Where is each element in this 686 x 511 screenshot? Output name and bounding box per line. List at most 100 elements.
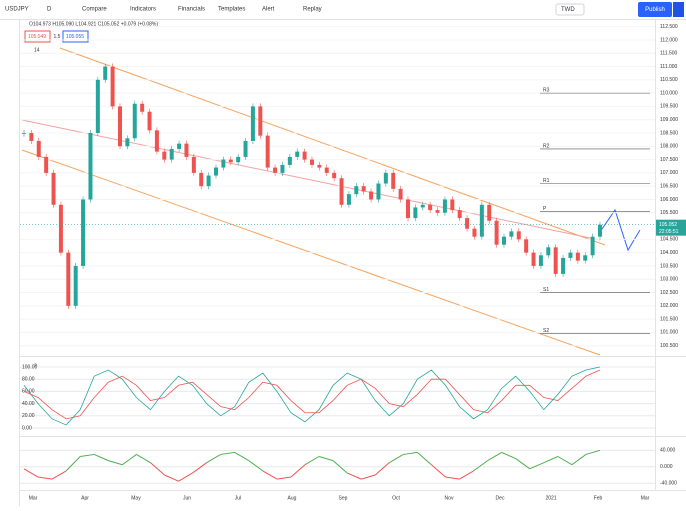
momentum-segment xyxy=(346,472,362,480)
bid: 105.049 xyxy=(28,34,46,40)
symbol[interactable]: USDJPY xyxy=(5,7,29,13)
candle xyxy=(221,159,226,168)
candle xyxy=(524,239,529,253)
y-tick-label: 40.000 xyxy=(660,448,676,454)
momentum-segment xyxy=(445,476,460,480)
d-line xyxy=(23,369,601,420)
candle xyxy=(58,204,63,253)
pivot-label: P xyxy=(543,206,547,212)
candle xyxy=(575,252,580,261)
pivot-label: S2 xyxy=(543,328,549,334)
y-tick-label: 106.000 xyxy=(660,197,678,203)
candle xyxy=(361,186,366,192)
x-tick-label: Feb xyxy=(594,495,603,501)
momentum-segment xyxy=(122,454,137,466)
account-box[interactable] xyxy=(555,3,585,16)
candle xyxy=(154,130,159,152)
momentum-segment xyxy=(374,462,390,476)
candle xyxy=(568,252,573,258)
momentum-segment xyxy=(304,456,320,466)
candle xyxy=(457,210,462,219)
ask-box[interactable] xyxy=(62,30,89,43)
candle xyxy=(383,172,388,184)
toolbar-button[interactable]: Alert xyxy=(262,7,275,13)
candle xyxy=(317,164,322,168)
momentum-segment xyxy=(571,454,587,466)
candle xyxy=(590,236,595,256)
publish-arrow[interactable] xyxy=(673,2,684,17)
candle xyxy=(531,252,536,266)
candle xyxy=(214,167,218,176)
ask: 105.055 xyxy=(66,34,84,40)
y-tick-label: 80.00 xyxy=(22,377,35,383)
y-tick-label: 60.00 xyxy=(22,389,35,395)
momentum-segment xyxy=(487,451,502,462)
candle xyxy=(332,172,337,179)
y-tick-label: 20.00 xyxy=(22,413,35,419)
x-tick-label: Jul xyxy=(235,495,241,501)
candle xyxy=(125,138,130,147)
y-tick-label: 109.000 xyxy=(660,117,678,123)
y-tick-label: 107.000 xyxy=(660,170,678,176)
momentum-segment xyxy=(557,456,573,466)
candle xyxy=(199,172,204,187)
toolbar-button[interactable]: Indicators xyxy=(130,7,156,13)
study-label: 14 xyxy=(34,47,40,53)
candle xyxy=(265,135,270,168)
toolbar-button[interactable]: Templates xyxy=(218,7,245,13)
y-tick-label: 110.500 xyxy=(660,77,678,83)
candle xyxy=(295,151,300,157)
account[interactable]: TWD xyxy=(561,7,575,13)
bid-box[interactable] xyxy=(24,30,51,43)
candle xyxy=(420,204,425,208)
x-tick-label: Mar xyxy=(29,495,38,501)
candle xyxy=(450,199,455,211)
x-tick-label: Mar xyxy=(641,495,650,501)
candle xyxy=(310,159,314,165)
y-tick-label: 40.00 xyxy=(22,401,35,407)
candle xyxy=(118,106,122,147)
x-tick-label: Aug xyxy=(288,495,297,501)
toolbar-button[interactable]: Replay xyxy=(303,7,322,13)
y-tick-label: 0.00 xyxy=(22,425,32,431)
toolbar-button[interactable]: Financials xyxy=(178,7,205,13)
plot: 112.500 112.000 111.500 111.000 110.500 110.0… xyxy=(20,24,686,501)
toolbar-button[interactable]: Compare xyxy=(82,7,107,13)
y-tick-label: 102.500 xyxy=(660,290,678,296)
momentum-segment xyxy=(164,474,179,482)
momentum-segment xyxy=(23,468,39,478)
last-price-tag xyxy=(656,219,686,236)
momentum-segment xyxy=(473,460,488,472)
y-tick-label: 106.500 xyxy=(660,183,678,189)
publish-label[interactable]: Publish xyxy=(645,7,665,13)
pivot-label: S1 xyxy=(543,287,549,293)
candle xyxy=(110,66,115,107)
momentum-segment xyxy=(262,470,278,480)
momentum-segment xyxy=(136,454,151,464)
x-tick-label: Dec xyxy=(496,495,505,501)
publish-button[interactable] xyxy=(638,2,672,17)
candle xyxy=(95,79,100,133)
candle xyxy=(191,156,196,173)
candle xyxy=(516,231,521,240)
candle xyxy=(428,204,433,211)
y-tick-label: 102.000 xyxy=(660,303,678,309)
pivot-label: R1 xyxy=(543,178,550,184)
candle xyxy=(243,140,248,157)
candle xyxy=(184,143,189,157)
momentum-segment xyxy=(234,451,250,462)
momentum-segment xyxy=(51,470,67,480)
candle xyxy=(465,218,470,229)
candle xyxy=(406,199,410,219)
y-tick-label: 108.000 xyxy=(660,144,678,150)
y-tick-label: 101.500 xyxy=(660,316,678,322)
y-tick-label: 104.500 xyxy=(660,237,678,243)
x-tick-label: 2021 xyxy=(545,495,556,501)
last-price: 105.052 xyxy=(659,222,677,228)
candle xyxy=(561,257,566,274)
candle xyxy=(177,143,182,149)
y-tick-label: 103.500 xyxy=(660,263,678,269)
interval[interactable]: D xyxy=(47,7,52,13)
momentum-segment xyxy=(290,464,306,478)
